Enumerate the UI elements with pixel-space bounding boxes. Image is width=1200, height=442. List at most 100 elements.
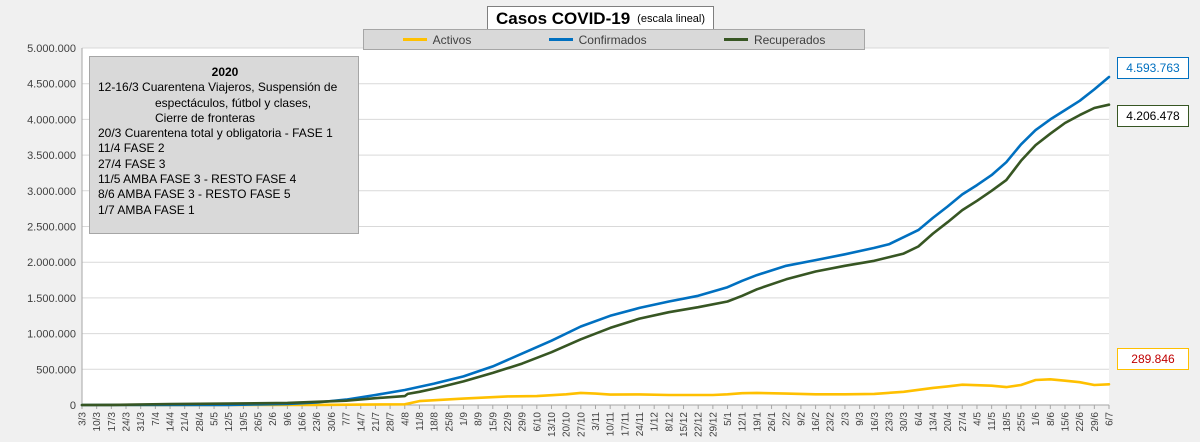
x-tick-label: 15/12 xyxy=(679,412,690,437)
x-tick-label: 4/5 xyxy=(972,412,983,426)
x-tick-label: 1/12 xyxy=(650,412,661,432)
annotation-line: 8/6 AMBA FASE 3 - RESTO FASE 5 xyxy=(98,187,291,202)
x-tick-label: 6/7 xyxy=(1105,412,1116,426)
x-tick-label: 7/7 xyxy=(342,412,353,426)
legend-swatch-confirmados xyxy=(548,38,573,41)
x-tick-label: 9/3 xyxy=(855,412,866,426)
x-tick-label: 3/11 xyxy=(591,412,602,431)
series-lines xyxy=(80,75,1111,407)
annotation-line: espectáculos, fútbol y clases, xyxy=(155,95,312,110)
x-tick-label: 27/4 xyxy=(958,412,969,432)
x-tick-label: 3/3 xyxy=(78,412,89,426)
x-tick-label: 29/12 xyxy=(708,412,719,437)
annotation-line: 11/5 AMBA FASE 3 - RESTO FASE 4 xyxy=(98,172,297,187)
x-tick-label: 11/8 xyxy=(415,412,426,431)
x-tick-label: 12/1 xyxy=(738,412,749,432)
x-tick-label: 19/1 xyxy=(752,412,763,432)
legend-item-confirmados: Confirmados xyxy=(548,32,647,47)
x-tick-label: 6/10 xyxy=(532,412,543,432)
x-tick-label: 7/4 xyxy=(151,412,162,426)
x-tick-label: 29/6 xyxy=(1090,412,1101,432)
x-tick-label: 19/5 xyxy=(239,412,250,432)
x-tick-label: 31/3 xyxy=(136,412,147,432)
x-tick-label: 20/4 xyxy=(943,412,954,432)
x-tick-label: 11/5 xyxy=(987,412,998,431)
x-tick-label: 4/8 xyxy=(400,412,411,426)
y-tick-label: 0 xyxy=(70,400,76,412)
y-tick-label: 4.500.000 xyxy=(27,79,76,91)
legend-label-activos: Activos xyxy=(432,32,472,47)
x-tick-label: 24/3 xyxy=(122,412,133,432)
x-tick-label: 5/5 xyxy=(210,412,221,426)
x-tick-label: 23/2 xyxy=(826,412,837,432)
x-tick-label: 24/11 xyxy=(635,412,646,437)
y-tick-label: 2.000.000 xyxy=(27,257,76,269)
annotation-year: 2020 xyxy=(211,65,239,79)
x-tick-label: 30/6 xyxy=(327,412,338,432)
annotation-line: 11/4 FASE 2 xyxy=(98,141,165,156)
x-tick-label: 13/4 xyxy=(928,412,939,432)
x-tick-label: 22/9 xyxy=(503,412,514,432)
x-tick-label: 10/11 xyxy=(606,412,617,437)
x-tick-label: 30/3 xyxy=(899,412,910,432)
x-tick-label: 9/2 xyxy=(796,412,807,426)
callout-activos: 289.846 xyxy=(1117,348,1189,370)
chart-subtitle: (escala lineal) xyxy=(637,13,706,25)
series-line-recuperados xyxy=(80,103,1111,407)
x-tick-label: 2/3 xyxy=(840,412,851,426)
x-tick-label: 2/2 xyxy=(782,412,793,426)
x-tick-label: 28/7 xyxy=(386,412,397,432)
x-tick-label: 28/4 xyxy=(195,412,206,432)
x-tick-label: 8/6 xyxy=(1046,412,1057,426)
x-tick-label: 20/10 xyxy=(562,412,573,437)
x-tick-label: 29/9 xyxy=(518,412,529,432)
chart-title-box: Casos COVID-19 (escala lineal) xyxy=(487,6,715,32)
x-tick-label: 15/6 xyxy=(1060,412,1071,432)
callout-recuperados: 4.206.478 xyxy=(1117,105,1189,127)
y-tick-label: 500.000 xyxy=(36,364,76,376)
chart-title: Casos COVID-19 xyxy=(496,9,631,28)
annotation-line: 27/4 FASE 3 xyxy=(98,156,166,171)
annotation-line: 1/7 AMBA FASE 1 xyxy=(98,202,195,217)
x-tick-label: 1/9 xyxy=(459,412,470,426)
x-tick-label: 17/11 xyxy=(620,412,631,437)
x-tick-label: 21/4 xyxy=(180,412,191,432)
x-tick-label: 25/8 xyxy=(444,412,455,432)
y-tick-label: 3.000.000 xyxy=(27,186,76,198)
y-tick-label: 2.500.000 xyxy=(27,222,76,234)
legend: Activos Confirmados Recuperados xyxy=(363,29,865,50)
x-tick-label: 14/4 xyxy=(166,412,177,432)
callout-confirmados: 4.593.763 xyxy=(1117,57,1189,79)
x-tick-label: 17/3 xyxy=(107,412,118,432)
x-tick-label: 10/3 xyxy=(92,412,103,432)
x-tick-label: 15/9 xyxy=(488,412,499,432)
legend-swatch-activos xyxy=(402,38,427,41)
y-tick-label: 1.500.000 xyxy=(27,293,76,305)
x-tick-label: 13/10 xyxy=(547,412,558,437)
x-tick-label: 22/6 xyxy=(1075,412,1086,432)
y-axis-ticks: 0 500.000 1.000.000 1.500.000 2.000.000 2.500… xyxy=(27,43,76,412)
x-tick-label: 16/6 xyxy=(298,412,309,432)
legend-label-recuperados: Recuperados xyxy=(753,32,826,47)
x-tick-label: 6/4 xyxy=(914,412,925,426)
legend-item-activos: Activos xyxy=(402,32,472,47)
annotation-box: 2020 12-16/3 Cuarentena Viajeros, Suspen… xyxy=(89,56,359,234)
x-tick-label: 26/1 xyxy=(767,412,778,432)
x-tick-label: 26/5 xyxy=(254,412,265,432)
x-tick-label: 12/5 xyxy=(224,412,235,432)
x-tick-label: 16/2 xyxy=(811,412,822,432)
x-tick-label: 21/7 xyxy=(371,412,382,432)
y-tick-label: 4.000.000 xyxy=(27,114,76,126)
legend-label-confirmados: Confirmados xyxy=(578,32,647,47)
x-tick-label: 9/6 xyxy=(283,412,294,426)
x-tick-label: 8/12 xyxy=(664,412,675,432)
x-tick-label: 18/5 xyxy=(1002,412,1013,432)
legend-swatch-recuperados xyxy=(723,38,748,41)
annotation-line: 12-16/3 Cuarentena Viajeros, Suspensión … xyxy=(98,80,338,95)
series-line-confirmados xyxy=(80,75,1111,407)
x-tick-label: 25/5 xyxy=(1016,412,1027,432)
legend-item-recuperados: Recuperados xyxy=(723,32,826,47)
x-axis-ticks: 3/3 10/3 17/3 24/3 31/3 7/4 14/4 21/4 28/4 5/5 12/… xyxy=(78,405,1116,437)
x-tick-label: 14/7 xyxy=(356,412,367,432)
series-line-activos xyxy=(80,377,1111,407)
